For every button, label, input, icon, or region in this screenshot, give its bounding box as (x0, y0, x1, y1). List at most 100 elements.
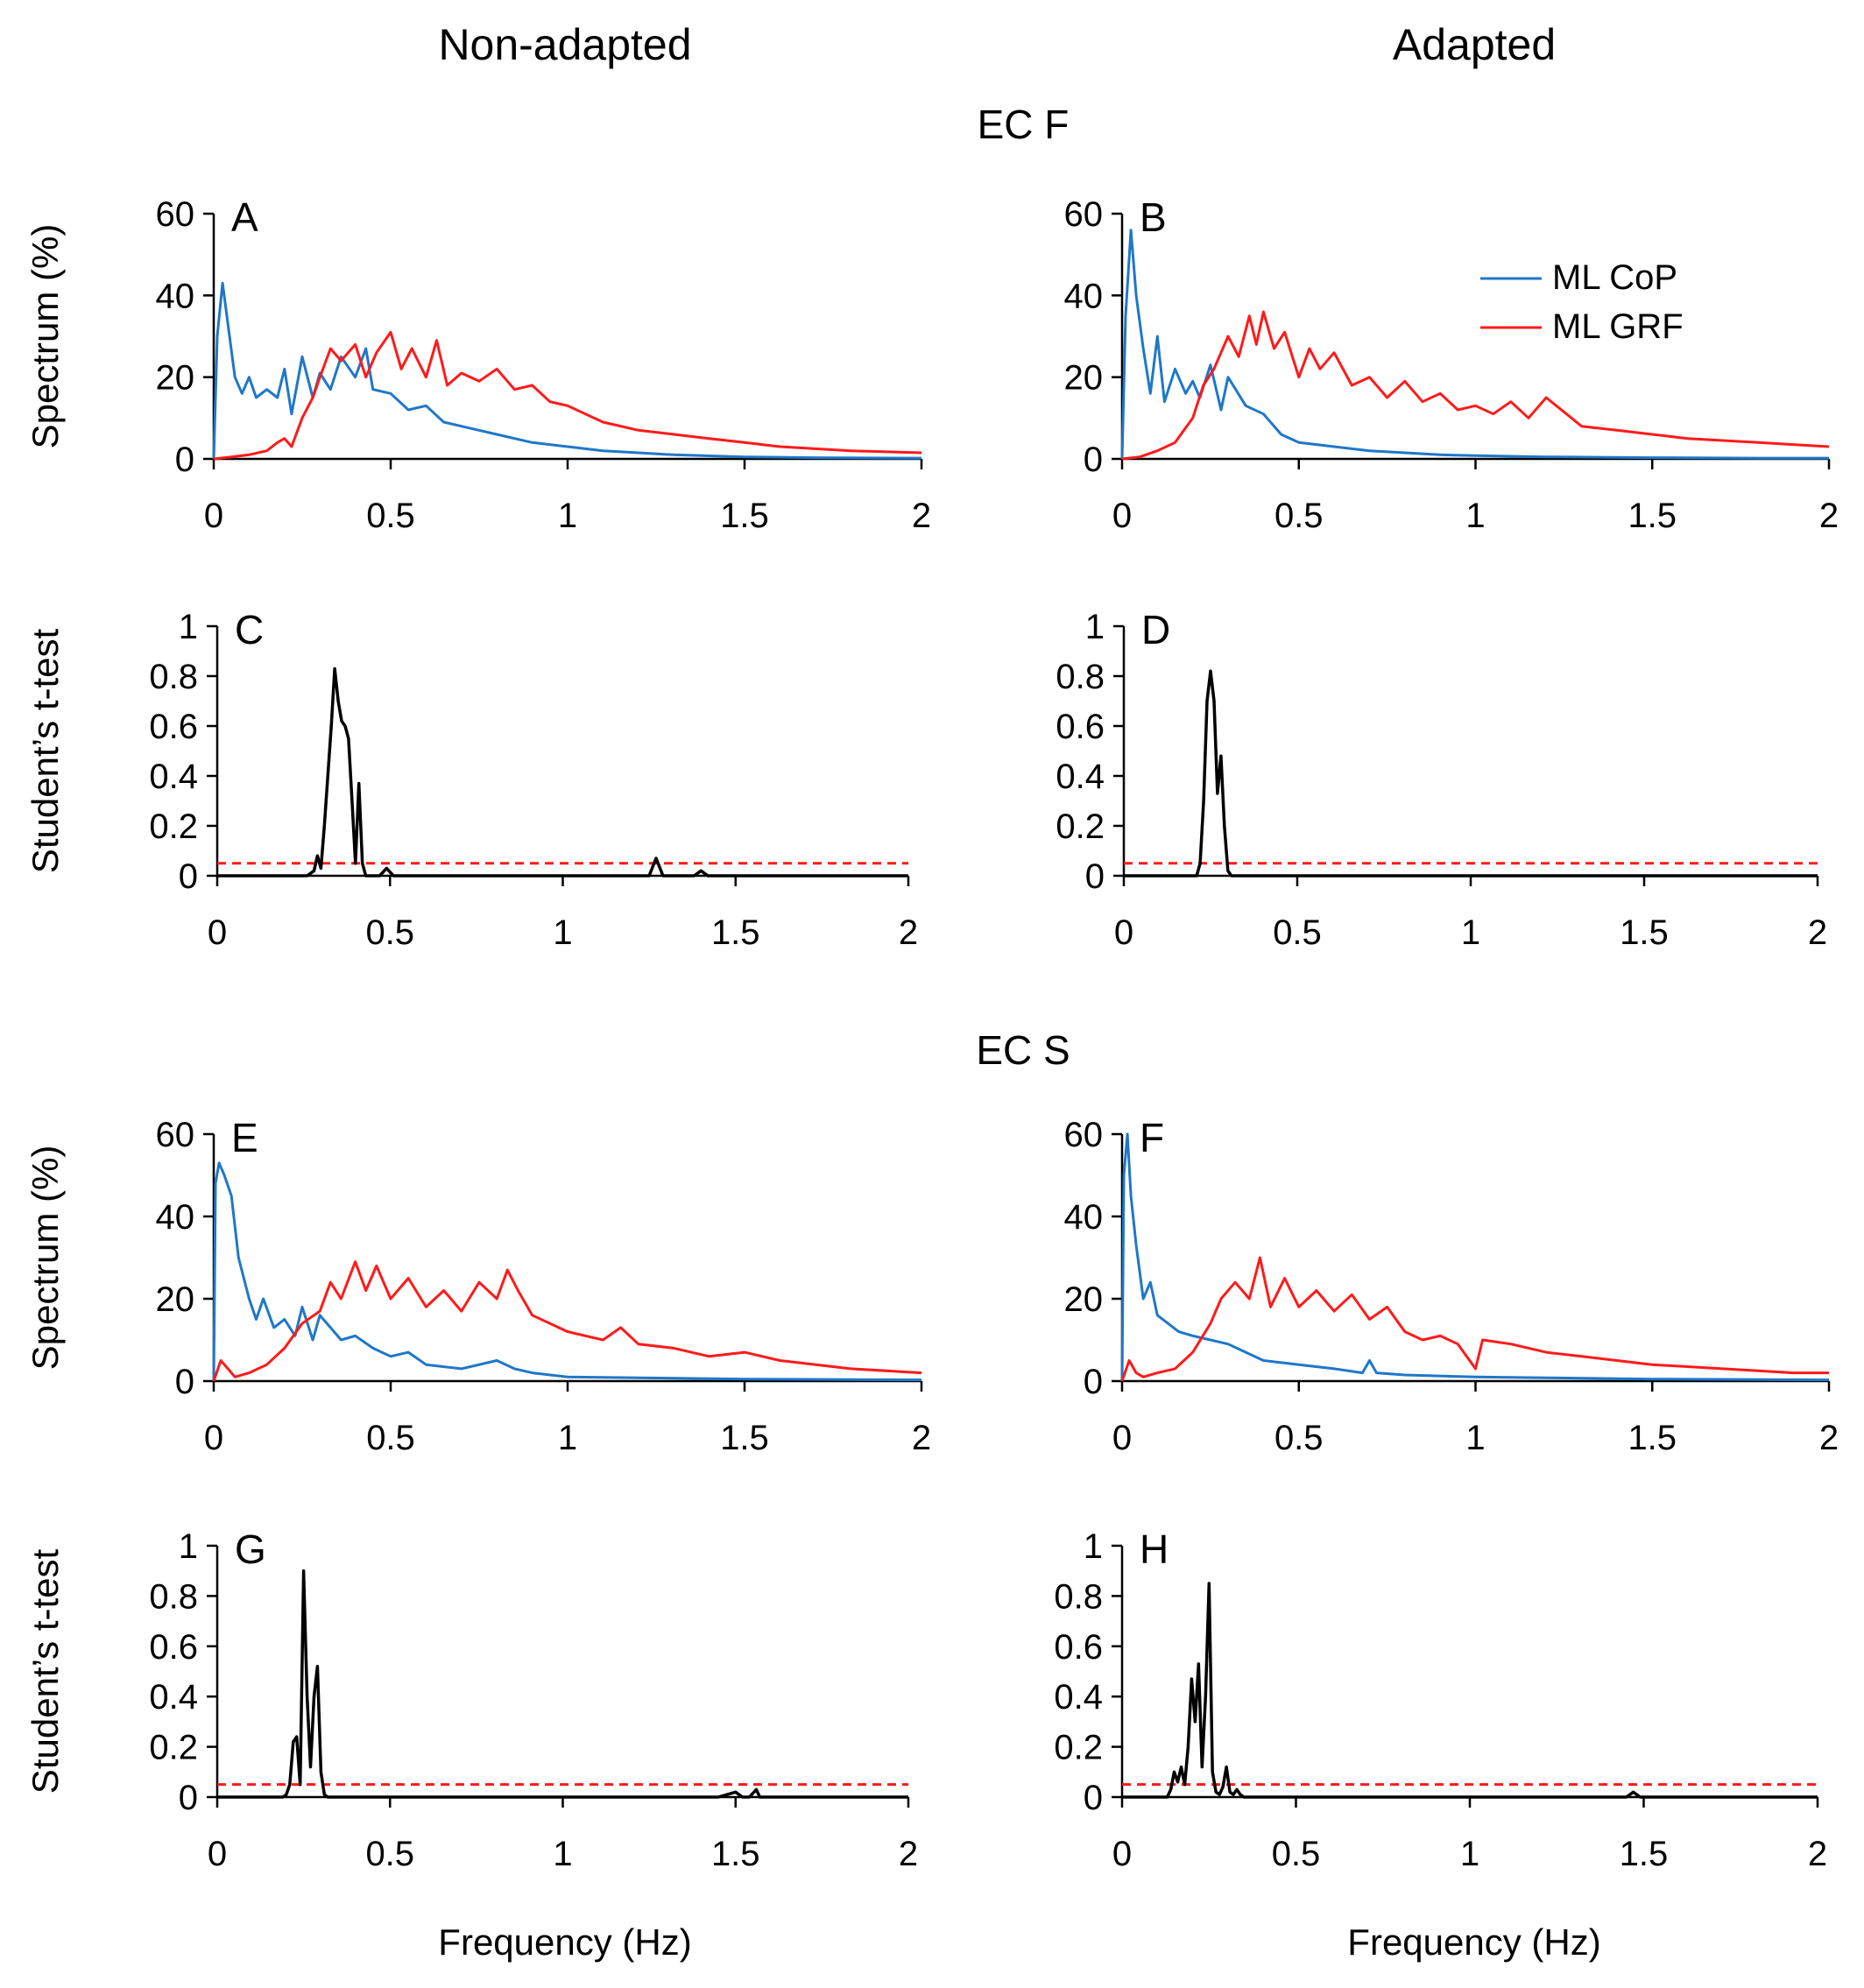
y-tick-label: 0 (179, 1779, 198, 1817)
series-line-t-test (217, 666, 908, 878)
x-tick-label: 1.5 (1627, 1419, 1677, 1457)
x-tick-label: 0 (208, 913, 227, 952)
y-tick-label: 60 (1064, 1116, 1104, 1154)
y-tick-label: 0 (1084, 1363, 1103, 1401)
y-tick-label: 60 (156, 195, 195, 234)
y-tick-label: 0.4 (149, 758, 198, 796)
y-tick-label: 0.8 (149, 658, 198, 696)
y-tick-label: 0.6 (1056, 708, 1105, 746)
x-tick-label: 0.5 (1274, 1419, 1324, 1457)
series-line-ml-cop (1120, 1132, 1830, 1382)
y-tick-label: 0 (179, 857, 198, 896)
y-axis-label: Student’s t-test (25, 1548, 66, 1794)
x-tick-label: 1.5 (720, 1419, 769, 1457)
y-tick-label: 60 (156, 1116, 195, 1154)
x-tick-label: 1.5 (720, 497, 769, 535)
y-tick-label: 0.4 (1054, 1678, 1103, 1717)
y-tick-label: 1 (1084, 1527, 1103, 1566)
panel-h: 0 0.2 0.4 0.6 0.8 1 0 0.5 1 1.5 2 H (1054, 1526, 1827, 1873)
x-tick-label: 2 (899, 913, 918, 952)
x-tick-label: 0 (204, 1419, 223, 1457)
series-line-t-test (1122, 1582, 1818, 1799)
series-line-ml-cop (212, 1161, 922, 1382)
x-tick-label: 0.5 (365, 1835, 414, 1873)
x-tick-label: 1.5 (1627, 497, 1677, 535)
y-tick-label: 1 (1085, 608, 1105, 646)
x-tick-label: 0 (1114, 913, 1133, 952)
x-tick-label: 0.5 (366, 497, 415, 535)
y-tick-label: 40 (1064, 1198, 1104, 1237)
y-tick-label: 20 (156, 359, 195, 398)
panel-g: 0 0.2 0.4 0.6 0.8 1 0 0.5 1 1.5 2 G Student’s t-test (25, 1526, 918, 1873)
series-line-t-test (1124, 669, 1818, 878)
x-tick-label: 0.5 (366, 1419, 415, 1457)
panel-label: C (235, 607, 264, 652)
legend-label-ml-grf: ML GRF (1552, 307, 1684, 346)
y-axis-label: Student’s t-test (25, 628, 66, 873)
panel-label: D (1141, 607, 1170, 652)
panel-label: G (235, 1526, 266, 1572)
panel-label: B (1140, 194, 1167, 240)
x-tick-label: 0.5 (365, 913, 414, 952)
x-tick-label: 1 (1460, 1835, 1479, 1873)
legend: ML CoP ML GRF (1480, 258, 1684, 346)
x-tick-label: 1.5 (711, 1835, 760, 1873)
y-tick-label: 0 (175, 1363, 194, 1401)
x-tick-label: 2 (912, 1419, 931, 1457)
y-tick-label: 40 (156, 1198, 195, 1237)
y-tick-label: 0 (1084, 1779, 1103, 1817)
y-tick-label: 0.2 (1054, 1729, 1103, 1767)
x-tick-label: 0 (1112, 1835, 1132, 1873)
section-title-ec-f: EC F (978, 102, 1070, 147)
y-tick-label: 0 (1085, 857, 1105, 896)
y-axis-label: Spectrum (%) (25, 224, 66, 449)
column-title-adapted: Adapted (1393, 20, 1556, 69)
y-tick-label: 20 (156, 1280, 195, 1319)
x-tick-label: 1.5 (1620, 1835, 1669, 1873)
x-axis-label-adapted: Frequency (Hz) (1347, 1921, 1600, 1963)
y-tick-label: 1 (179, 1527, 198, 1566)
x-tick-label: 0.5 (1273, 913, 1322, 952)
series-line-t-test (217, 1569, 908, 1799)
x-tick-label: 1 (1461, 913, 1480, 952)
series-line-ml-cop (1120, 229, 1829, 460)
y-tick-label: 0.4 (1056, 758, 1105, 796)
panel-label: A (231, 194, 258, 240)
panel-c: 0 0.2 0.4 0.6 0.8 1 0 0.5 1 1.5 2 C Student’s t-test (25, 607, 918, 952)
x-tick-label: 1.5 (711, 913, 760, 952)
x-tick-label: 2 (1819, 1419, 1839, 1457)
y-tick-label: 0 (175, 441, 194, 479)
x-tick-label: 0 (208, 1835, 227, 1873)
y-tick-label: 0.2 (149, 1729, 198, 1767)
y-tick-label: 20 (1064, 359, 1104, 398)
y-tick-label: 0.8 (1054, 1577, 1103, 1616)
panel-a: 0 20 40 60 0 0.5 1 1.5 2 A Spectrum (%) (25, 194, 931, 535)
x-tick-label: 1 (558, 1419, 577, 1457)
x-tick-label: 2 (899, 1835, 918, 1873)
x-tick-label: 2 (912, 497, 931, 535)
y-tick-label: 0.8 (149, 1577, 198, 1616)
x-tick-label: 2 (1808, 1835, 1827, 1873)
x-tick-label: 0 (1112, 1419, 1132, 1457)
series-line-ml-cop (212, 281, 922, 460)
x-tick-label: 0.5 (1272, 1835, 1321, 1873)
series-line-ml-grf (213, 330, 922, 461)
x-tick-label: 0.5 (1274, 497, 1324, 535)
y-tick-label: 0.2 (1056, 807, 1105, 846)
panel-e: 0 20 40 60 0 0.5 1 1.5 2 E Spectrum (%) (25, 1115, 931, 1457)
y-tick-label: 0.2 (149, 807, 198, 846)
series-line-ml-grf (212, 1260, 922, 1382)
series-line-ml-grf (1120, 1256, 1829, 1382)
x-tick-label: 1 (1465, 1419, 1485, 1457)
y-tick-label: 20 (1064, 1280, 1104, 1319)
panel-label: E (231, 1115, 258, 1160)
x-tick-label: 0 (204, 497, 223, 535)
x-tick-label: 2 (1808, 913, 1827, 952)
x-axis-label-non-adapted: Frequency (Hz) (438, 1921, 691, 1963)
panel-f: 0 20 40 60 0 0.5 1 1.5 2 F (1064, 1115, 1839, 1457)
y-tick-label: 40 (1064, 277, 1104, 315)
x-tick-label: 1.5 (1620, 913, 1669, 952)
panel-label: H (1140, 1526, 1169, 1572)
y-axis-label: Spectrum (%) (25, 1146, 66, 1371)
